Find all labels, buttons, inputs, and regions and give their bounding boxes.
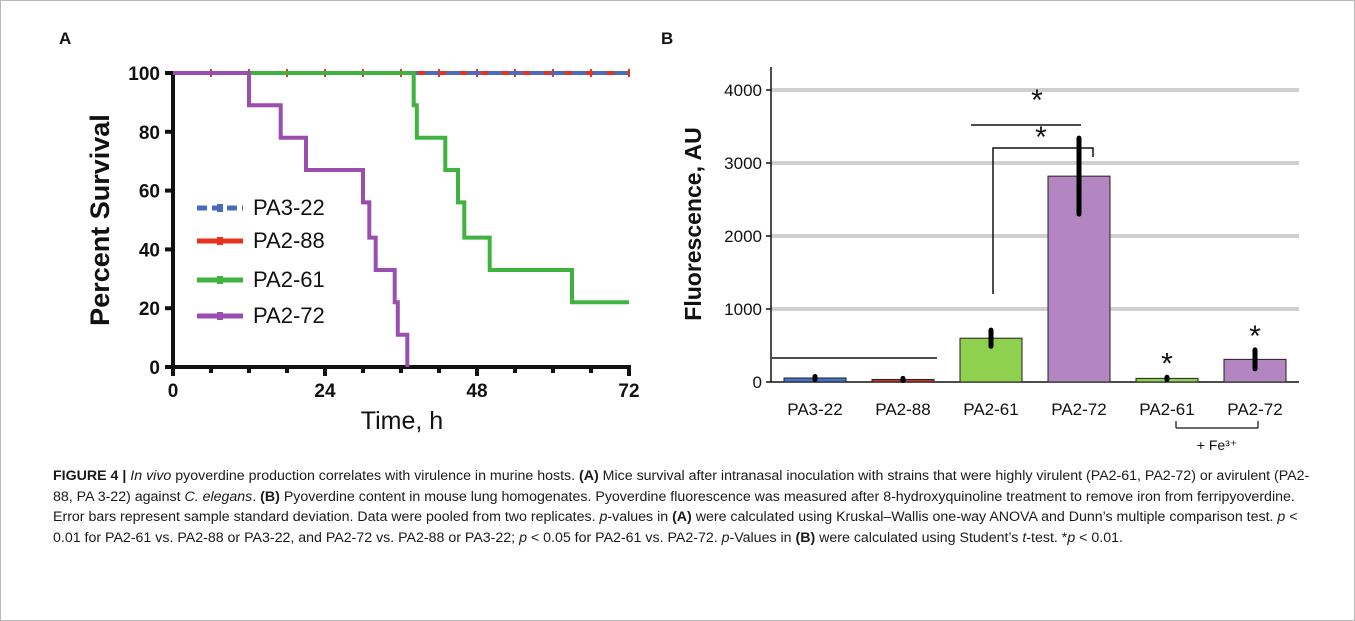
- y-tick-label: 60: [139, 182, 160, 203]
- caption-p: p: [519, 529, 527, 546]
- caption-species: C. elegans: [184, 488, 253, 505]
- significance-star-top: *: [1031, 84, 1043, 117]
- fluorescence-chart: 0 1000 2000 3000 4000 PA3-22 PA2-88 PA2-61 PA2-…: [680, 67, 1299, 453]
- caption-p: p: [721, 529, 730, 546]
- survival-chart: 0 20 40 60 80 100 0 24 48 72 PA3-22 PA2-88 PA2-61 PA…: [85, 64, 640, 435]
- legend-item-pa2-88: PA2-88: [197, 228, 325, 253]
- legend-item-pa2-72: PA2-72: [197, 303, 325, 328]
- panel-b-letter: B: [661, 29, 673, 48]
- significance-annotations: * * + Fe³⁺: [772, 84, 1259, 453]
- caption-title: pyoverdine production correlates with vi…: [171, 468, 576, 484]
- legend-marker: [217, 276, 223, 284]
- caption-b-label: (B): [260, 488, 280, 505]
- x-tick-label: 0: [168, 381, 179, 402]
- legend-item-pa2-61: PA2-61: [197, 267, 325, 292]
- caption-p: p: [599, 509, 608, 525]
- y-tick-label: 40: [139, 240, 160, 261]
- x-tick-label: 72: [618, 381, 639, 402]
- x-tick-label: PA2-61: [963, 400, 1018, 419]
- significance-star: *: [1161, 347, 1173, 380]
- caption-t: t: [1022, 529, 1027, 546]
- caption-stats-text: -test. *: [1026, 529, 1068, 546]
- significance-star: *: [1249, 320, 1261, 353]
- caption-a-text: Mice survival after intranasal inoculati…: [53, 468, 1310, 505]
- y-tick-label: 0: [753, 373, 762, 392]
- x-tick-label: PA2-72: [1051, 400, 1106, 419]
- legend-label: PA3-22: [253, 195, 325, 220]
- y-tick-label: 80: [139, 123, 160, 144]
- series-line-pa2-61: [173, 71, 629, 305]
- x-tick-label: 48: [466, 381, 487, 402]
- caption-a-label: (A): [579, 468, 599, 484]
- y-tick-label: 20: [139, 299, 160, 320]
- x-tick-label: PA2-72: [1227, 400, 1282, 419]
- caption-p: p: [1067, 529, 1076, 546]
- legend-marker: [217, 237, 223, 245]
- figure-caption: FIGURE 4 | In vivo pyoverdine production…: [53, 466, 1328, 548]
- legend-label: PA2-72: [253, 303, 325, 328]
- caption-b-text: Pyoverdine content in mouse lung homogen…: [53, 488, 1295, 526]
- y-tick-label: 1000: [724, 300, 762, 319]
- x-tick-label: 24: [314, 381, 336, 402]
- caption-stats-text: -Values in: [729, 529, 796, 546]
- caption-a-end: .: [252, 488, 261, 505]
- panel-a-letter: A: [59, 29, 71, 48]
- legend-label: PA2-88: [253, 228, 325, 253]
- legend-label: PA2-61: [253, 267, 325, 292]
- x-tick-label: PA2-61: [1139, 400, 1194, 419]
- fe-group-bracket: [1175, 421, 1259, 429]
- caption-p: p: [1277, 509, 1286, 525]
- caption-stats-text: were calculated using Student’s: [815, 529, 1023, 546]
- legend-marker: [217, 204, 223, 212]
- y-tick-label: 4000: [724, 81, 762, 100]
- caption-stats-text: < 0.05 for PA2-61 vs. PA2-72.: [526, 529, 722, 546]
- y-tick-label: 100: [128, 64, 160, 85]
- y-tick-label: 3000: [724, 154, 762, 173]
- x-tick-label: PA3-22: [787, 400, 842, 419]
- caption-stats-text: -values in: [607, 509, 673, 525]
- fe-group-label: + Fe³⁺: [1197, 437, 1237, 453]
- legend-item-pa3-22: PA3-22: [197, 195, 325, 220]
- caption-stats-b-label: (B): [795, 529, 816, 546]
- series-line-pa2-72: [173, 71, 410, 367]
- caption-stats-text: were calculated using Kruskal–Wallis one…: [691, 509, 1278, 525]
- y-tick-label: 0: [149, 358, 160, 379]
- caption-stats-text: < 0.01.: [1075, 529, 1123, 546]
- legend-marker: [217, 312, 223, 320]
- caption-figure-label: FIGURE 4 |: [53, 468, 127, 484]
- comparison-bracket-inner: [992, 147, 1094, 294]
- caption-stats-a-label: (A): [672, 509, 692, 525]
- y-axis-title: Fluorescence, AU: [680, 127, 706, 320]
- caption-stats-text: < 0.01 for PA2-61 vs. PA2-88 or PA3-22, …: [53, 509, 1298, 546]
- caption-title-italic: In vivo: [130, 468, 172, 484]
- x-axis-title: Time, h: [361, 407, 443, 435]
- y-axis-title: Percent Survival: [85, 114, 115, 326]
- y-tick-label: 2000: [724, 227, 762, 246]
- significance-star-inner: *: [1035, 121, 1047, 154]
- x-tick-label: PA2-88: [875, 400, 930, 419]
